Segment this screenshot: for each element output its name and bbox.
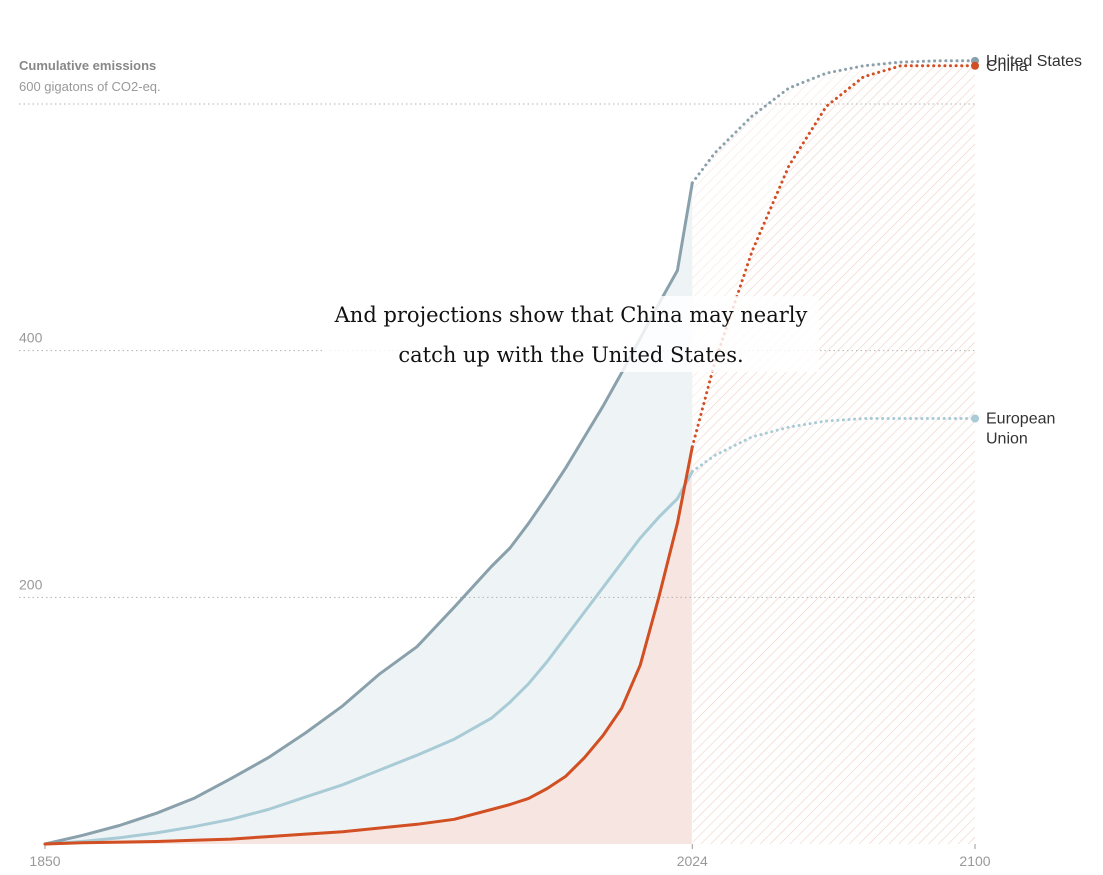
point-china-end — [971, 61, 979, 70]
series-label-united-states: United States — [986, 53, 1082, 70]
series-label-european-union-1: European — [986, 411, 1055, 428]
y-tick-label-200: 200 — [19, 576, 43, 592]
y-axis-unit: 600 gigatons of CO2-eq. — [19, 79, 161, 94]
line-european-union-historical — [43, 470, 694, 846]
chart-text: Cumulative emissions 600 gigatons of CO2… — [19, 53, 1082, 869]
series-label-china: China — [986, 58, 1028, 75]
area-gap-us-china — [45, 182, 693, 844]
x-tick-label-2024: 2024 — [677, 853, 708, 869]
line-united-states-projection — [690, 59, 977, 185]
annotation-line-1: And projections show that China may near… — [334, 303, 808, 327]
x-tick-label-2100: 2100 — [959, 853, 990, 869]
x-tick-label-1850: 1850 — [29, 853, 60, 869]
point-european-union-end — [971, 414, 979, 423]
area-layer — [45, 60, 975, 845]
annotation-line-2: catch up with the United States. — [398, 343, 743, 367]
area-gap-projection-hatch — [692, 60, 975, 447]
y-tick-label-400: 400 — [19, 330, 43, 346]
area-china-projection-hatch — [692, 65, 975, 845]
line-china-historical — [43, 445, 694, 846]
line-european-union-projection — [690, 417, 977, 473]
annotation-background — [325, 296, 819, 372]
series-label-european-union-2: Union — [986, 431, 1028, 448]
y-axis-title: Cumulative emissions — [19, 58, 156, 73]
area-china-historical — [45, 446, 693, 844]
